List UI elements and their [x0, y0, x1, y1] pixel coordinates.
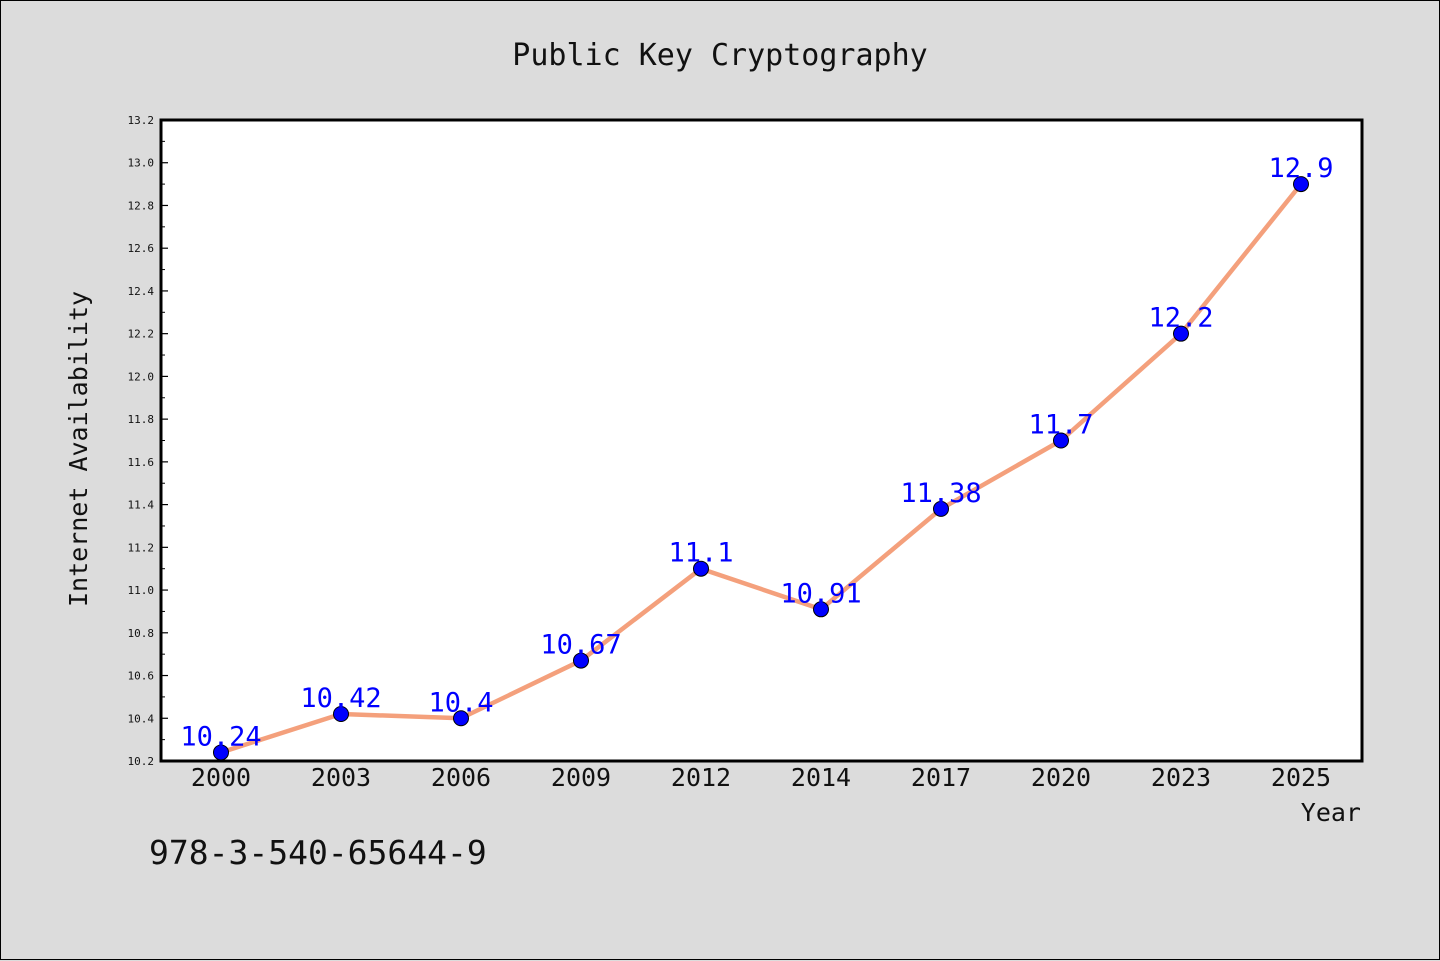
y-tick-label: 11.2 [128, 541, 155, 554]
y-tick-label: 11.8 [128, 413, 155, 426]
y-tick-label: 11.6 [128, 456, 155, 469]
y-tick-label: 12.4 [128, 285, 155, 298]
data-label: 11.1 [668, 538, 733, 569]
series-line [220, 182, 1303, 755]
y-tick-label: 10.4 [128, 712, 155, 725]
data-point [813, 601, 829, 618]
x-tick-label: 2012 [671, 763, 731, 792]
y-axis: 10.2 10.4 10.6 10.8 11.0 11.2 11.4 11.6 11.8 12.0… [128, 114, 168, 768]
y-tick-label: 10.8 [128, 627, 155, 640]
data-point [573, 652, 589, 669]
x-axis-label: Year [1301, 798, 1361, 827]
data-point [213, 744, 229, 761]
x-tick-label: 2014 [791, 763, 851, 792]
x-tick-label: 2017 [911, 763, 971, 792]
data-markers [213, 176, 1309, 761]
data-point [453, 710, 469, 727]
y-tick-label: 13.0 [128, 157, 155, 170]
y-tick-label: 11.4 [128, 499, 155, 512]
data-label: 10.24 [180, 721, 261, 752]
x-tick-label: 2000 [191, 763, 251, 792]
data-label: 10.91 [780, 578, 861, 609]
data-label: 11.38 [900, 478, 981, 509]
chart-title: Public Key Cryptography [512, 38, 927, 73]
y-tick-label: 12.8 [128, 199, 155, 212]
data-label: 10.42 [300, 683, 381, 714]
data-point [333, 705, 349, 722]
x-tick-label: 2025 [1271, 763, 1331, 792]
data-label: 12.9 [1268, 153, 1333, 184]
y-tick-label: 10.6 [128, 670, 155, 683]
data-label: 11.7 [1028, 410, 1093, 441]
data-label: 12.2 [1148, 303, 1213, 334]
y-tick-label: 12.6 [128, 242, 155, 255]
x-tick-label: 2009 [551, 763, 611, 792]
y-tick-label: 12.2 [128, 328, 155, 341]
data-point [1293, 176, 1309, 193]
data-labels: 10.24 10.42 10.4 10.67 11.1 10.91 11.38 11.7 12.… [180, 153, 1333, 752]
isbn-text: 978-3-540-65644-9 [149, 833, 487, 872]
data-label: 10.67 [540, 630, 621, 661]
data-label: 10.4 [428, 687, 493, 718]
x-tick-label: 2003 [311, 763, 371, 792]
plot-area [159, 118, 1364, 763]
y-tick-label: 10.2 [128, 755, 155, 768]
x-tick-label: 2006 [431, 763, 491, 792]
y-tick-label: 11.0 [128, 584, 155, 597]
x-tick-label: 2023 [1151, 763, 1211, 792]
data-point [1173, 325, 1189, 342]
data-point [1053, 432, 1069, 449]
y-tick-label: 13.2 [128, 114, 155, 127]
x-axis: 2000 2003 2006 2009 2012 2014 2017 2020 2023 2025 [191, 763, 1331, 792]
data-point [933, 500, 949, 517]
data-point [693, 560, 709, 577]
y-tick-label: 12.0 [128, 370, 155, 383]
x-tick-label: 2020 [1031, 763, 1091, 792]
y-axis-label: Internet Availability [64, 291, 93, 607]
